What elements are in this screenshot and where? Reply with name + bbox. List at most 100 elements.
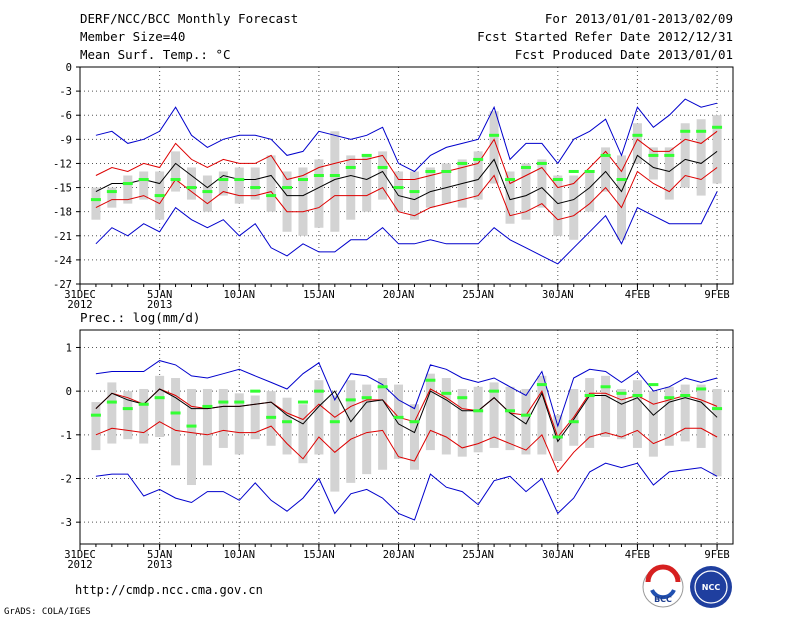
temp-spread-box (394, 171, 404, 212)
prec-spread-box (505, 386, 515, 451)
temp-observed-marker (122, 182, 133, 186)
forecast-period: For 2013/01/01-2013/02/09 (545, 11, 733, 26)
temp-spread-box (569, 175, 579, 240)
prec-y-tick-label: 0 (66, 386, 72, 398)
prec-observed-marker (266, 415, 277, 419)
prec-spread-box (617, 388, 627, 440)
temp-spread-box (696, 119, 706, 196)
temp-observed-marker (489, 133, 500, 137)
temp-spread-box (250, 167, 260, 200)
prec-y-tick-label: -3 (59, 517, 72, 529)
temp-y-tick-label: -21 (53, 231, 72, 243)
temp-x-year-label: 2013 (147, 299, 172, 311)
prec-spread-box (537, 375, 547, 455)
prec-spread-box (314, 380, 324, 455)
temp-observed-marker (712, 125, 723, 129)
prec-spread-box (282, 397, 292, 455)
prec-observed-marker (218, 400, 229, 404)
temp-observed-marker (313, 174, 324, 177)
prec-spread-box (457, 388, 467, 457)
prec-x-tick-label: 31DEC (64, 549, 96, 561)
temp-spread-box (234, 167, 244, 204)
prec-x-tick-label: 10JAN (223, 549, 255, 561)
temp-x-tick-label: 4FEB (625, 289, 650, 301)
temp-observed-marker (138, 178, 149, 182)
prec-spread-box (250, 395, 260, 440)
prec-spread-box (107, 382, 117, 444)
precip-title: Prec.: log(mm/d) (80, 310, 200, 325)
temp-spread-box (505, 171, 515, 224)
grads-credit: GrADS: COLA/IGES (4, 607, 91, 617)
temp-y-tick-label: -24 (53, 255, 72, 267)
temp-observed-marker (90, 198, 101, 202)
temp-spread-box (601, 147, 611, 192)
prec-x-tick-label: 15JAN (303, 549, 335, 561)
temp-observed-marker (520, 165, 531, 169)
prec-spread-box (409, 404, 419, 470)
temp-spread-box (632, 123, 642, 164)
member-size: Member Size=40 (80, 29, 185, 44)
temp-spread-box (425, 167, 435, 208)
prec-spread-box (521, 388, 531, 455)
prec-mean-minus-sd-line (95, 421, 718, 473)
temp-x-tick-label: 5JAN (147, 289, 172, 301)
prec-observed-marker (664, 396, 675, 400)
temp-y-tick-label: -9 (59, 134, 72, 146)
prec-observed-marker (122, 407, 133, 411)
prec-observed-marker (393, 415, 404, 419)
temp-observed-marker (664, 153, 675, 157)
temp-spread-box (314, 159, 324, 228)
temp-x-tick-label: 30JAN (542, 289, 574, 301)
temp-y-tick-label: -18 (53, 207, 72, 219)
prec-observed-marker (90, 413, 101, 417)
figure-title: DERF/NCC/BCC Monthly Forecast (80, 11, 298, 26)
prec-observed-marker (154, 396, 165, 400)
prec-spread-box (441, 378, 451, 455)
bcc-logo: BCC (642, 564, 684, 608)
temp-observed-marker (266, 194, 277, 198)
temp-max-line (95, 98, 718, 173)
temp-observed-marker (584, 169, 595, 173)
temp-frame (79, 66, 734, 285)
prec-observed-marker (106, 400, 117, 404)
ncc-logo: NCC (690, 566, 732, 608)
temp-observed-marker (250, 186, 261, 190)
temp-spread-box (139, 171, 149, 200)
ncc-logo-text: NCC (702, 583, 721, 592)
temp-observed-marker (552, 178, 563, 182)
temp-observed-marker (393, 186, 404, 190)
prec-max-line (95, 360, 718, 428)
prec-observed-marker (361, 396, 372, 400)
prec-observed-marker (616, 391, 627, 395)
prec-y-tick-label: 1 (66, 342, 72, 354)
prec-spread-box (648, 391, 658, 457)
temp-spread-box (648, 147, 658, 180)
prec-spread-box (601, 375, 611, 437)
prec-observed-marker (552, 435, 563, 439)
prec-min-line (95, 462, 718, 521)
temp-observed-marker (632, 133, 643, 137)
temp-min-line (95, 191, 718, 265)
temp-spread-box (186, 167, 196, 200)
temp-spread-box (107, 187, 117, 208)
prec-observed-marker (234, 400, 245, 404)
temp-y-tick-label: 0 (66, 62, 72, 74)
temp-spread-box (171, 151, 181, 192)
temp-observed-marker (218, 178, 229, 182)
prec-spread-box (664, 386, 674, 446)
prec-spread-box (218, 388, 228, 448)
temp-spread-box (409, 171, 419, 220)
temp-x-tick-label: 31DEC (64, 289, 96, 301)
temp-observed-marker (106, 190, 117, 194)
source-url[interactable]: http://cmdp.ncc.cma.gov.cn (75, 583, 263, 597)
prec-spread-box (362, 384, 372, 475)
temp-spread-box (617, 155, 627, 240)
prec-observed-marker (425, 378, 436, 382)
prec-observed-marker (313, 389, 324, 393)
temp-spread-box (441, 163, 451, 204)
prec-observed-marker (186, 424, 197, 428)
prec-spread-box (139, 388, 149, 444)
temp-spread-box (362, 155, 372, 212)
temp-observed-marker (154, 194, 165, 198)
